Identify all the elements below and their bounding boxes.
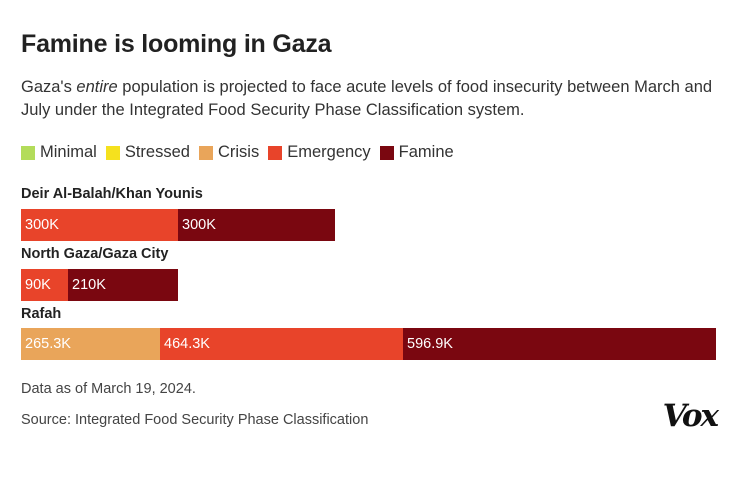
- chart-legend: Minimal Stressed Crisis Emergency Famine: [21, 143, 463, 162]
- legend-item-emergency: Emergency: [268, 143, 371, 162]
- category-label: Rafah: [21, 306, 62, 322]
- bar-segment-emergency: 300K: [21, 209, 178, 241]
- bar-segment-famine: 300K: [178, 209, 335, 241]
- vox-logo: Vox: [662, 398, 719, 434]
- bar-segment-emergency: 90K: [21, 269, 68, 301]
- legend-item-stressed: Stressed: [105, 143, 190, 162]
- date-note: Data as of March 19, 2024.: [21, 381, 196, 397]
- legend-label: Famine: [398, 143, 454, 161]
- legend-swatch-stressed: [105, 145, 120, 160]
- legend-swatch-crisis: [198, 145, 213, 160]
- subtitle-emphasis: entire: [76, 78, 118, 96]
- legend-swatch-famine: [379, 145, 394, 160]
- chart-title: Famine is looming in Gaza: [21, 30, 332, 58]
- legend-label: Emergency: [287, 143, 371, 161]
- bar-segment-crisis: 265.3K: [21, 328, 160, 360]
- legend-item-crisis: Crisis: [198, 143, 260, 162]
- legend-item-famine: Famine: [379, 143, 454, 162]
- chart-subtitle: Gaza's entire population is projected to…: [21, 76, 726, 122]
- category-label: North Gaza/Gaza City: [21, 246, 169, 262]
- subtitle-post: population is projected to face acute le…: [21, 78, 713, 119]
- subtitle-pre: Gaza's: [21, 78, 77, 96]
- legend-swatch-minimal: [21, 145, 35, 160]
- bar-segment-emergency: 464.3K: [160, 328, 403, 360]
- legend-swatch-emergency: [268, 145, 283, 160]
- category-label: Deir Al-Balah/Khan Younis: [21, 186, 203, 202]
- legend-label: Stressed: [124, 143, 190, 161]
- bar-segment-famine: 210K: [68, 269, 178, 301]
- legend-item-minimal: Minimal: [21, 143, 97, 162]
- legend-label: Crisis: [217, 143, 260, 161]
- source-note: Source: Integrated Food Security Phase C…: [21, 412, 369, 428]
- legend-label: Minimal: [40, 143, 97, 161]
- bar-segment-famine: 596.9K: [403, 328, 716, 360]
